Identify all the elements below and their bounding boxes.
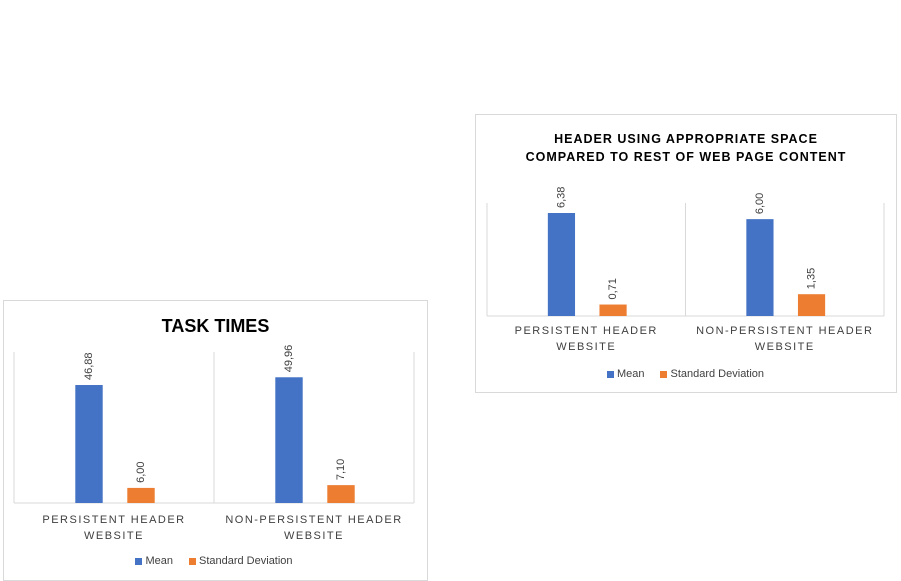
legend-swatch — [135, 557, 143, 565]
value-label: 1,35 — [805, 268, 817, 289]
x-tick-label: NON-PERSISTENT HEADER WEBSITE — [225, 514, 403, 542]
value-label: 46,88 — [83, 352, 95, 380]
value-label: 6,38 — [555, 187, 567, 208]
chart-frame — [3, 300, 428, 581]
legend-item: Mean — [135, 555, 173, 567]
bar — [746, 219, 774, 316]
legend-item: Standard Deviation — [188, 555, 293, 567]
legend-swatch — [188, 557, 196, 565]
chart-title: HEADER USING APPROPRIATE SPACE COMPARED … — [525, 132, 847, 164]
value-label: 6,00 — [754, 193, 766, 214]
legend-swatch — [660, 370, 668, 378]
legend: Mean Standard Deviation — [14, 553, 414, 569]
value-label: 6,00 — [135, 461, 147, 482]
value-label: 7,10 — [335, 459, 347, 480]
legend-label: Mean — [616, 368, 645, 380]
x-tick-label: NON-PERSISTENT HEADER WEBSITE — [696, 325, 874, 353]
x-tick-label: PERSISTENT HEADER WEBSITE — [514, 325, 658, 353]
legend-item: Standard Deviation — [660, 368, 764, 380]
bar — [547, 213, 576, 316]
bar — [797, 294, 826, 316]
bar — [275, 377, 303, 503]
bar — [75, 385, 103, 503]
legend: Mean Standard Deviation — [487, 366, 884, 382]
chart-title: TASK TIMES — [161, 316, 270, 336]
legend-item: Mean — [606, 368, 645, 380]
legend-label: Standard Deviation — [198, 555, 293, 567]
bar — [127, 487, 155, 503]
legend-label: Standard Deviation — [670, 368, 765, 380]
bar — [599, 304, 627, 316]
value-label: 49,96 — [283, 345, 295, 373]
bar — [327, 485, 355, 503]
x-tick-label: PERSISTENT HEADER WEBSITE — [42, 514, 186, 542]
legend-label: Mean — [145, 555, 173, 567]
legend-swatch — [606, 370, 614, 378]
value-label: 0,71 — [607, 278, 619, 299]
